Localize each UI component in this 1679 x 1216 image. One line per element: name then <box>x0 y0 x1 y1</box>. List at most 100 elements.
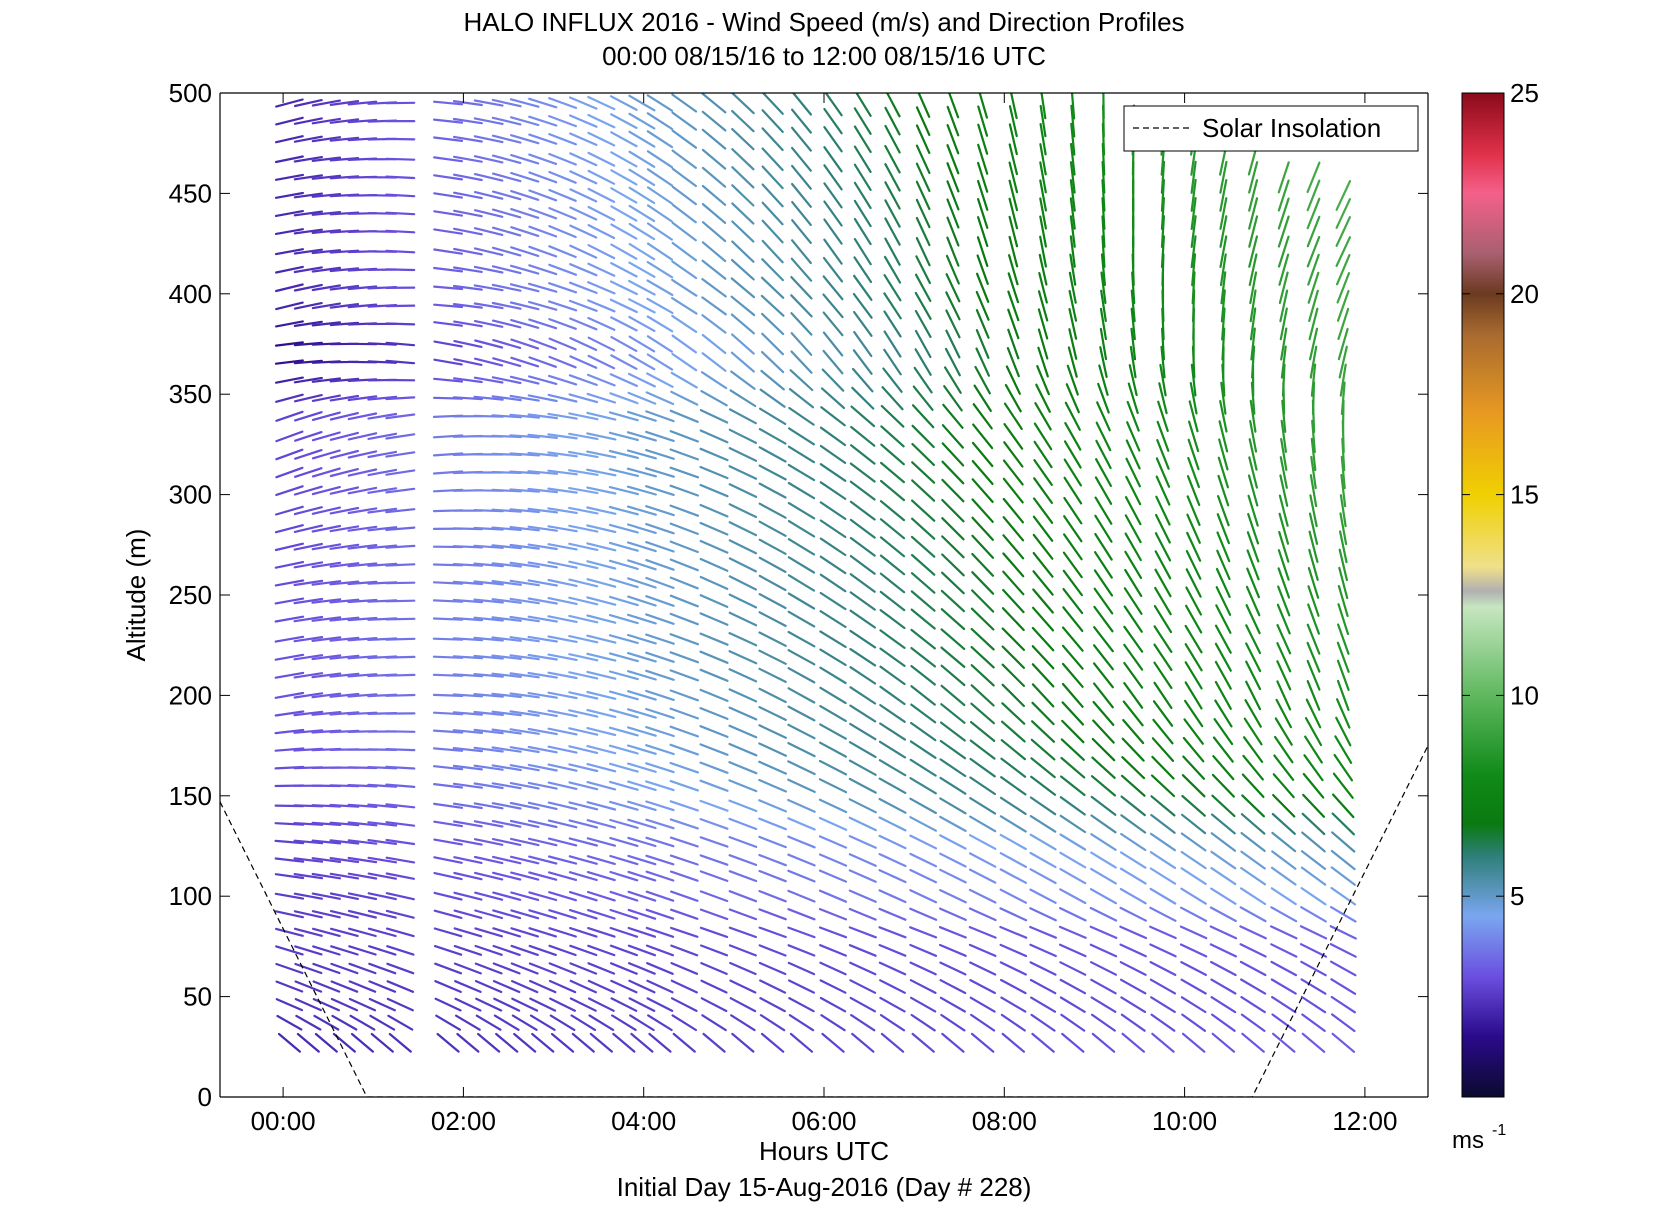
wind-vector <box>669 651 700 664</box>
wind-vector <box>909 721 937 742</box>
wind-vector <box>728 575 758 591</box>
wind-vector <box>1340 381 1346 415</box>
wind-vector <box>671 129 698 149</box>
wind-vector <box>329 580 360 586</box>
wind-vector <box>275 301 304 311</box>
wind-vector <box>367 432 398 440</box>
wind-vector <box>971 478 994 503</box>
wind-vector <box>477 1032 501 1053</box>
wind-vector <box>699 761 729 774</box>
wind-vector <box>473 117 504 126</box>
wind-vector <box>329 692 360 698</box>
wind-vector <box>473 544 504 549</box>
wind-vector <box>274 747 305 752</box>
wind-vector <box>819 519 847 539</box>
wind-vector <box>646 962 674 975</box>
wind-vector <box>1190 363 1197 397</box>
wind-vector <box>1090 775 1117 797</box>
wind-vector <box>1309 345 1318 379</box>
wind-vector <box>1029 833 1057 851</box>
wind-vector <box>347 821 378 827</box>
wind-vector <box>453 173 483 182</box>
wind-vector <box>274 210 304 217</box>
wind-vector <box>1209 960 1237 977</box>
wind-vector <box>911 479 936 502</box>
wind-vector <box>1300 960 1327 977</box>
wind-vector <box>669 558 699 572</box>
wind-vector <box>1064 422 1082 451</box>
wind-vector <box>1179 906 1208 923</box>
wind-vector <box>853 217 872 246</box>
wind-vector <box>879 554 906 576</box>
wind-vector <box>491 526 522 532</box>
wind-vector <box>968 815 997 833</box>
wind-vector <box>473 820 504 828</box>
wind-vector <box>1008 123 1018 156</box>
wind-vector <box>527 837 558 847</box>
wind-vector <box>547 282 578 294</box>
wind-vector <box>1240 866 1267 886</box>
wind-vector <box>645 818 675 830</box>
wind-vector <box>491 579 522 586</box>
wind-vector <box>610 979 638 994</box>
wind-vector <box>1150 1013 1176 1032</box>
wind-vector <box>1090 1013 1116 1032</box>
wind-vector <box>848 869 877 883</box>
wind-vector <box>491 414 523 419</box>
wind-vector <box>787 926 816 939</box>
wind-vector <box>646 168 674 187</box>
wind-vector <box>367 544 398 550</box>
x-tick-label: 00:00 <box>251 1106 316 1136</box>
wind-vector <box>853 107 872 135</box>
wind-vector <box>728 668 758 683</box>
wind-vector <box>610 354 638 370</box>
wind-vector <box>385 838 416 846</box>
wind-vector <box>547 871 578 882</box>
wind-vector <box>999 925 1028 939</box>
wind-vector <box>646 997 674 1013</box>
wind-vector <box>1065 383 1080 414</box>
wind-vector <box>787 741 816 758</box>
wind-vector <box>569 244 598 259</box>
wind-vector <box>1001 645 1026 670</box>
wind-vector <box>787 798 816 813</box>
wind-vector <box>491 116 522 126</box>
wind-vector <box>474 891 504 901</box>
wind-vector <box>311 99 341 107</box>
wind-vector <box>1008 143 1019 176</box>
wind-vector <box>758 835 787 849</box>
wind-vector <box>787 574 816 592</box>
wind-vector <box>473 191 504 200</box>
wind-vector <box>453 209 483 218</box>
wind-vector <box>670 979 698 994</box>
y-tick-label: 300 <box>169 480 212 510</box>
wind-vector <box>1029 996 1057 1013</box>
wind-vector <box>1007 254 1019 286</box>
wind-vector <box>728 408 757 425</box>
wind-vector <box>761 109 784 133</box>
wind-vector <box>293 506 323 516</box>
wind-vector <box>493 997 521 1012</box>
wind-vector <box>1281 399 1287 433</box>
wind-vector <box>330 980 359 993</box>
wind-vector <box>1247 512 1260 545</box>
wind-vector <box>275 448 304 461</box>
wind-vector <box>728 611 758 627</box>
wind-vector <box>1331 831 1356 853</box>
wind-vector <box>821 1032 845 1053</box>
wind-vector <box>1329 925 1357 940</box>
wind-vector <box>626 467 658 478</box>
wind-vector <box>1153 661 1173 690</box>
wind-vector <box>999 852 1028 869</box>
wind-vector <box>1307 566 1320 599</box>
wind-vector <box>761 239 784 264</box>
wind-vector <box>1039 179 1048 212</box>
wind-vector <box>878 777 907 795</box>
wind-vector <box>1210 887 1237 905</box>
wind-vector <box>882 367 903 393</box>
wind-vector <box>432 581 464 585</box>
wind-vector <box>669 540 699 554</box>
wind-vector <box>758 502 787 519</box>
